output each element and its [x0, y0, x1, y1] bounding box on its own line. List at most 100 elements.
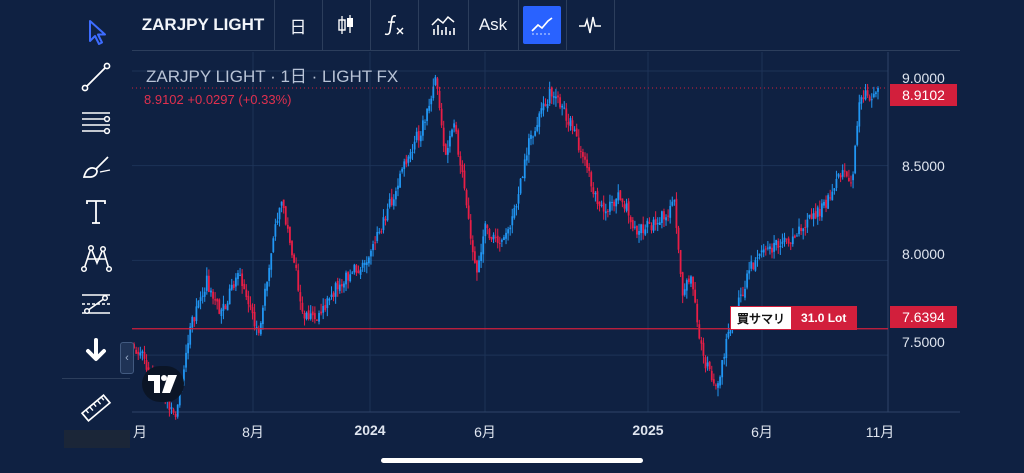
- candle: [507, 226, 510, 241]
- x-tick-label: 11月: [865, 424, 895, 440]
- x-tick-label: 2025: [632, 422, 664, 438]
- brush-tool[interactable]: [62, 145, 130, 189]
- cursor-tool[interactable]: [62, 10, 130, 54]
- candle: [864, 83, 867, 101]
- toolbar-collapse-handle[interactable]: ‹: [120, 342, 134, 374]
- candle: [465, 188, 468, 209]
- candle: [681, 271, 684, 304]
- candle: [606, 209, 609, 218]
- candle: [779, 239, 782, 255]
- candle: [401, 167, 404, 174]
- candle: [700, 336, 703, 351]
- candle: [226, 300, 229, 311]
- candle: [839, 172, 842, 183]
- candle: [833, 188, 836, 195]
- candle: [521, 175, 524, 179]
- x-tick-label: 月: [133, 424, 147, 440]
- candle: [374, 236, 377, 251]
- position-quantity: 31.0 Lot: [791, 307, 857, 329]
- legend-last-price: 8.9102: [144, 92, 184, 107]
- candle: [243, 279, 246, 290]
- scroll-down-tool[interactable]: [62, 328, 130, 372]
- candle: [783, 232, 786, 247]
- candle: [455, 121, 458, 135]
- candle: [660, 210, 663, 229]
- forecast-tool[interactable]: [62, 282, 130, 326]
- ruler-icon: [80, 393, 112, 423]
- candle: [255, 320, 258, 336]
- candle: [473, 246, 476, 264]
- candle: [295, 257, 298, 271]
- candle: [241, 269, 244, 294]
- candle: [712, 373, 715, 386]
- candle: [534, 127, 537, 137]
- candle: [540, 102, 543, 118]
- candle: [721, 359, 724, 385]
- x-tick-label: 6月: [474, 424, 496, 440]
- candle: [663, 208, 665, 228]
- symbol-search-button[interactable]: ZARJPY LIGHT: [132, 0, 275, 50]
- price-source-button[interactable]: Ask: [468, 0, 519, 50]
- y-tick-label: 8.5000: [902, 158, 945, 174]
- trend-line-icon: [81, 62, 111, 92]
- pattern-tool[interactable]: [62, 236, 130, 280]
- candle: [476, 259, 478, 281]
- candle: [338, 278, 341, 294]
- candle: [525, 147, 528, 166]
- candle: [552, 91, 555, 105]
- candle: [478, 255, 480, 273]
- candle: [511, 208, 514, 234]
- candle: [710, 365, 713, 382]
- candle: [139, 346, 142, 359]
- text-tool[interactable]: [62, 190, 130, 234]
- candle: [841, 164, 844, 180]
- candle: [598, 201, 601, 212]
- candle: [563, 101, 566, 110]
- candle: [280, 201, 283, 213]
- candle: [773, 235, 776, 259]
- candle: [590, 170, 593, 192]
- candle: [677, 225, 680, 254]
- candle: [617, 184, 620, 205]
- interval-button[interactable]: 日: [274, 0, 323, 50]
- candle: [266, 281, 268, 297]
- candle: [446, 140, 449, 164]
- candle: [303, 310, 306, 326]
- candle: [777, 238, 780, 254]
- candle: [347, 271, 350, 289]
- candle: [870, 93, 873, 108]
- candle: [311, 306, 314, 322]
- candle: [422, 115, 424, 141]
- chart-type-area-button[interactable]: [518, 0, 567, 50]
- candle: [717, 380, 719, 397]
- volume-chart-button[interactable]: [418, 0, 469, 50]
- compare-button[interactable]: [566, 0, 615, 50]
- candle: [449, 130, 451, 153]
- candle: [775, 239, 778, 251]
- toolbar-divider: [62, 378, 130, 379]
- chart-type-candles-button[interactable]: [322, 0, 371, 50]
- candle: [367, 256, 370, 267]
- candle: [320, 303, 322, 316]
- ruler-tool[interactable]: [62, 386, 130, 430]
- position-summary-label[interactable]: 買サマリ 31.0 Lot: [730, 306, 858, 330]
- price-legend: 8.9102 +0.0297 (+0.33%): [144, 92, 292, 107]
- tradingview-logo: [142, 366, 184, 402]
- candle: [133, 342, 135, 350]
- candle: [336, 277, 339, 297]
- candle: [405, 154, 408, 168]
- candle: [403, 158, 406, 177]
- candle: [579, 145, 582, 159]
- candle: [201, 287, 204, 304]
- candle: [262, 305, 264, 330]
- indicators-button[interactable]: [370, 0, 419, 50]
- candle: [667, 209, 670, 222]
- legend-interval: 1日: [280, 67, 307, 86]
- candle: [810, 208, 813, 220]
- trend-line-tool[interactable]: [62, 55, 130, 99]
- candle: [411, 144, 414, 160]
- candle: [434, 74, 437, 87]
- horizontal-lines-tool[interactable]: [62, 100, 130, 144]
- candle: [650, 222, 653, 234]
- candle: [419, 131, 422, 147]
